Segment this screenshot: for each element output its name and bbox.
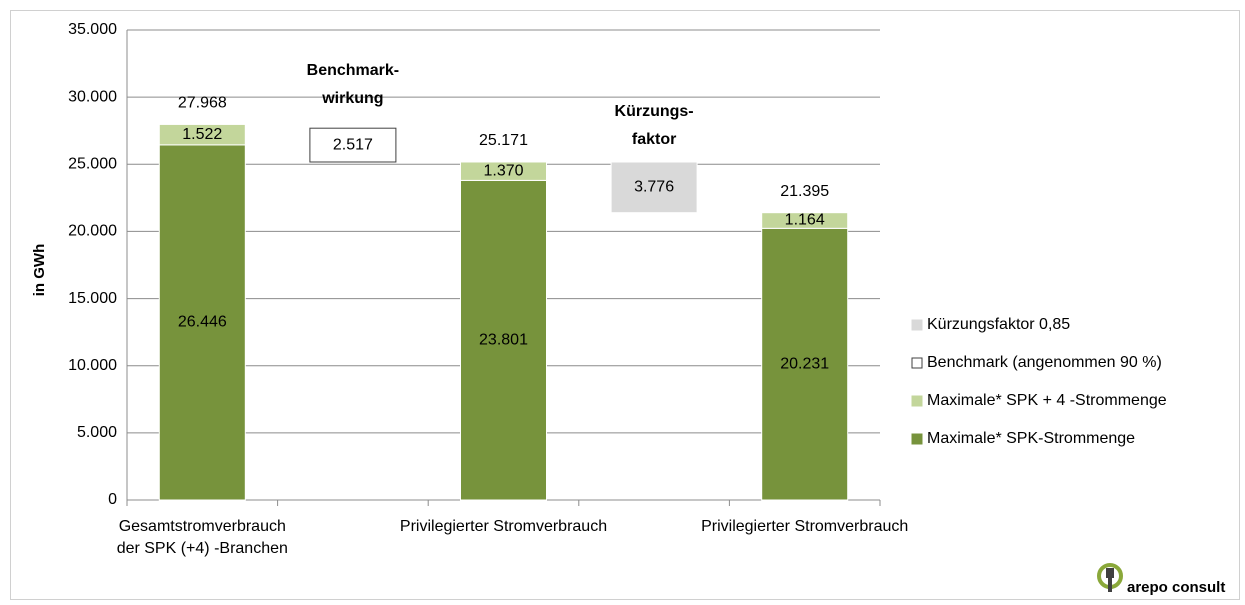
y-tick-label: 35.000 — [68, 21, 117, 38]
bar-segment — [158, 144, 246, 501]
data-label: 2.517 — [333, 136, 373, 153]
x-tick-label: der SPK (+4) -Branchen — [117, 540, 288, 557]
data-label: 3.776 — [634, 179, 674, 196]
logo-text: arepo consult — [1127, 579, 1225, 596]
legend-swatch — [911, 433, 923, 445]
total-label: 27.968 — [178, 95, 227, 112]
x-tick-label: Privilegierter Stromverbrauch — [701, 518, 908, 535]
data-label: 1.164 — [785, 212, 825, 229]
x-tick-label: Gesamtstromverbrauch — [119, 518, 286, 535]
annotation: wirkung — [321, 90, 383, 107]
bar-segment — [309, 127, 397, 163]
bar-segment — [761, 212, 849, 229]
bar-segment — [610, 161, 698, 214]
data-label: 23.801 — [479, 331, 528, 348]
data-label: 1.522 — [182, 126, 222, 143]
legend-swatch — [911, 395, 923, 407]
legend-label: Maximale* SPK + 4 -Strommenge — [927, 392, 1167, 409]
data-label: 20.231 — [780, 355, 829, 372]
x-tick-label: Privilegierter Stromverbrauch — [400, 518, 607, 535]
y-tick-label: 25.000 — [68, 156, 117, 173]
logo-icon — [1097, 563, 1123, 592]
y-tick-label: 30.000 — [68, 88, 117, 105]
y-tick-label: 10.000 — [68, 357, 117, 374]
legend-label: Maximale* SPK-Strommenge — [927, 430, 1135, 447]
bar-segment — [761, 227, 849, 501]
bar-segment — [460, 179, 547, 501]
data-label: 1.370 — [483, 162, 523, 179]
y-tick-label: 15.000 — [68, 290, 117, 307]
legend-swatch — [911, 357, 923, 369]
y-axis-label: in GWh — [31, 244, 48, 297]
chart-frame — [10, 10, 1240, 600]
y-tick-label: 5.000 — [77, 424, 117, 441]
bar-segment — [158, 123, 246, 146]
legend-label: Benchmark (angenommen 90 %) — [927, 354, 1162, 371]
y-tick-label: 0 — [108, 491, 117, 508]
legend-label: Kürzungsfaktor 0,85 — [927, 316, 1070, 333]
legend-swatch — [911, 319, 923, 331]
annotation: faktor — [632, 131, 676, 148]
total-label: 21.395 — [780, 183, 829, 200]
bar-segment — [460, 161, 547, 181]
data-label: 26.446 — [178, 314, 227, 331]
total-label: 25.171 — [479, 132, 528, 149]
y-tick-label: 20.000 — [68, 223, 117, 240]
annotation: Kürzungs- — [615, 103, 694, 120]
annotation: Benchmark- — [307, 62, 399, 79]
